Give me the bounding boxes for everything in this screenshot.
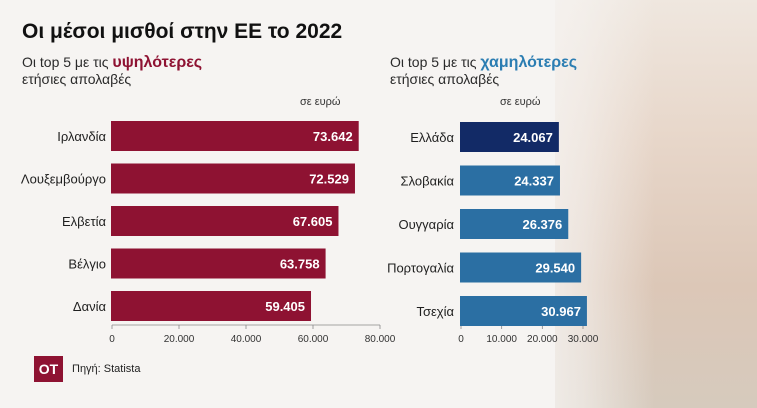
right-category-label: Ελλάδα xyxy=(410,130,454,145)
ot-logo: OT xyxy=(34,356,63,382)
left-bar xyxy=(111,291,312,321)
right-category-label: Ουγγαρία xyxy=(398,217,454,232)
left-tick-label: 0 xyxy=(109,334,115,345)
background-photo xyxy=(555,0,757,408)
right-subtitle-prefix: Οι top 5 με τις xyxy=(390,54,481,70)
left-category-label: Ιρλανδία xyxy=(57,129,106,144)
right-unit-label: σε ευρώ xyxy=(500,96,541,108)
right-tick-label: 10.000 xyxy=(486,334,517,345)
left-bar xyxy=(111,206,339,236)
left-subtitle-line2: ετήσιες απολαβές xyxy=(22,71,132,87)
right-bar xyxy=(460,252,582,283)
left-tick-label: 80.000 xyxy=(365,334,396,345)
right-tick-label: 30.000 xyxy=(568,334,599,345)
left-subtitle: Οι top 5 με τις υψηλότερες ετήσιες απολα… xyxy=(22,54,322,87)
left-bar xyxy=(111,163,355,194)
right-value-label: 29.540 xyxy=(535,261,575,276)
left-category-label: Λουξεμβούργο xyxy=(21,172,106,187)
left-value-label: 73.642 xyxy=(313,129,353,144)
left-value-label: 72.529 xyxy=(309,172,349,187)
right-value-label: 30.967 xyxy=(541,304,581,319)
right-category-label: Τσεχία xyxy=(416,304,454,319)
right-subtitle-highlight: χαμηλότερες xyxy=(480,54,578,71)
chart-title: Οι μέσοι μισθοί στην ΕΕ το 2022 xyxy=(22,20,343,43)
left-unit-label: σε ευρώ xyxy=(300,96,341,108)
right-bar xyxy=(460,209,569,239)
left-value-label: 59.405 xyxy=(265,299,305,314)
left-value-label: 63.758 xyxy=(280,257,320,272)
right-bar xyxy=(460,165,560,196)
left-value-label: 67.605 xyxy=(293,214,333,229)
right-category-label: Πορτογαλία xyxy=(387,261,454,276)
right-value-label: 24.067 xyxy=(513,130,553,145)
left-subtitle-highlight: υψηλότερες xyxy=(112,54,203,71)
left-category-label: Δανία xyxy=(73,299,107,314)
left-category-label: Ελβετία xyxy=(62,214,106,229)
source-text: Πηγή: Statista xyxy=(72,363,141,375)
left-category-label: Βέλγιο xyxy=(68,257,106,272)
left-tick-label: 20.000 xyxy=(164,334,195,345)
right-bar xyxy=(460,122,559,152)
right-value-label: 24.337 xyxy=(514,174,554,189)
right-tick-label: 20.000 xyxy=(527,334,558,345)
right-subtitle-line2: ετήσιες απολαβές xyxy=(390,71,500,87)
right-bar xyxy=(460,296,587,326)
right-category-label: Σλοβακία xyxy=(401,174,455,189)
right-tick-label: 0 xyxy=(458,334,464,345)
right-subtitle: Οι top 5 με τις χαμηλότερες ετήσιες απολ… xyxy=(390,54,630,87)
right-value-label: 26.376 xyxy=(522,217,562,232)
photo-fade xyxy=(555,0,655,408)
left-tick-label: 60.000 xyxy=(298,334,329,345)
left-subtitle-prefix: Οι top 5 με τις xyxy=(22,54,113,70)
left-tick-label: 40.000 xyxy=(231,334,262,345)
left-bar xyxy=(111,121,359,151)
left-bar xyxy=(111,248,326,279)
